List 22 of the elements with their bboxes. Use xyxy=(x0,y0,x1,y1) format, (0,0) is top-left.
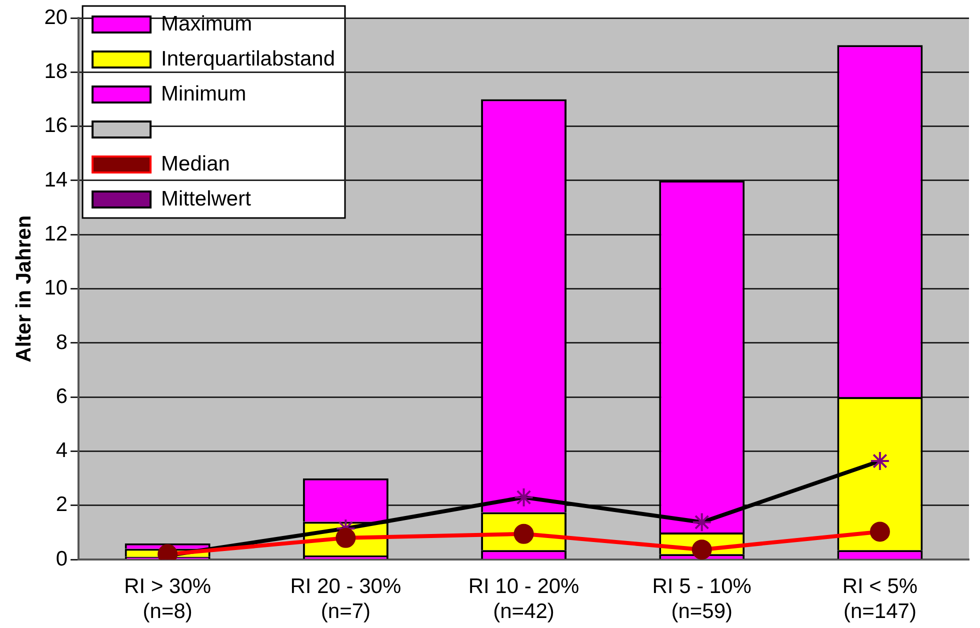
x-tick-label: RI > 30% (n=8) xyxy=(124,574,212,624)
x-tick-label: RI < 5% (n=147) xyxy=(842,574,918,624)
legend-label: Median xyxy=(161,152,230,176)
y-tick-label: 0 xyxy=(56,547,68,570)
y-tick-label: 4 xyxy=(56,439,68,462)
y-tick-label: 14 xyxy=(44,168,68,192)
legend-label: Maximum xyxy=(161,12,252,36)
y-tick-label: 2 xyxy=(56,493,68,516)
x-tick-label: RI 10 - 20% (n=42) xyxy=(468,574,580,624)
legend-label: Interquartilabstand xyxy=(161,47,336,70)
x-tick-label: RI 20 - 30% (n=7) xyxy=(290,574,402,624)
y-tick-label: 12 xyxy=(44,222,68,246)
y-tick-label: 8 xyxy=(56,330,68,354)
y-tick-label: 20 xyxy=(44,6,68,29)
y-tick-label: 18 xyxy=(44,60,68,83)
y-tick-label: 16 xyxy=(44,114,68,138)
legend-label: Mittelwert xyxy=(161,187,252,210)
y-axis-title: Alter in Jahren xyxy=(12,215,36,362)
y-tick-label: 10 xyxy=(44,276,68,300)
y-tick-label: 6 xyxy=(56,384,68,408)
x-tick-label: RI 5 - 10% (n=59) xyxy=(652,574,752,624)
legend-label: Minimum xyxy=(161,82,246,106)
